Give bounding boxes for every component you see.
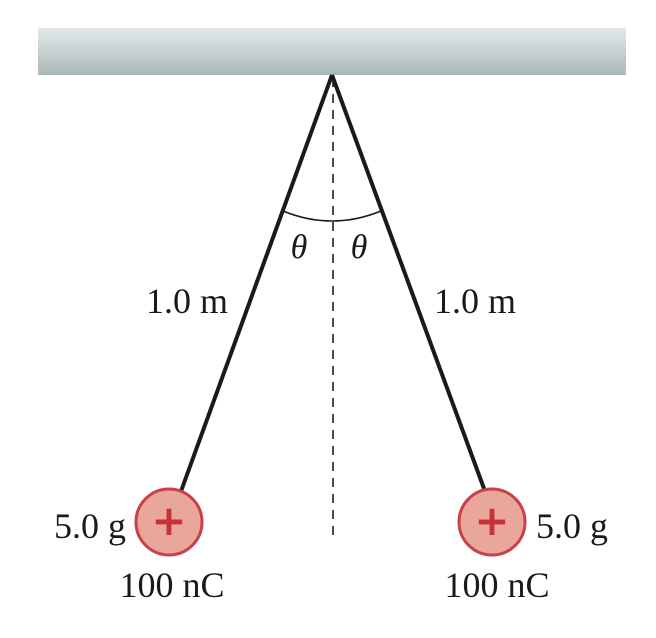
angle-arc (282, 210, 382, 222)
angle-label-left: θ (291, 229, 308, 266)
left-string (178, 74, 334, 495)
right-charge-label: 100 nC (444, 565, 549, 605)
left-mass-label: 5.0 g (54, 506, 126, 546)
right-length-label: 1.0 m (434, 281, 516, 321)
right-string (330, 74, 488, 495)
right-mass-label: 5.0 g (536, 506, 608, 546)
left-charge-label: 100 nC (119, 565, 224, 605)
left-length-label: 1.0 m (146, 281, 228, 321)
ceiling (38, 28, 626, 75)
right-charged-ball: + (457, 487, 527, 557)
left-ball-plus-icon: + (151, 496, 186, 545)
right-ball-circle (457, 487, 527, 557)
left-charged-ball: + (134, 487, 204, 557)
right-ball-plus-icon: + (474, 496, 509, 545)
left-ball-circle (134, 487, 204, 557)
angle-label-right: θ (351, 229, 368, 266)
